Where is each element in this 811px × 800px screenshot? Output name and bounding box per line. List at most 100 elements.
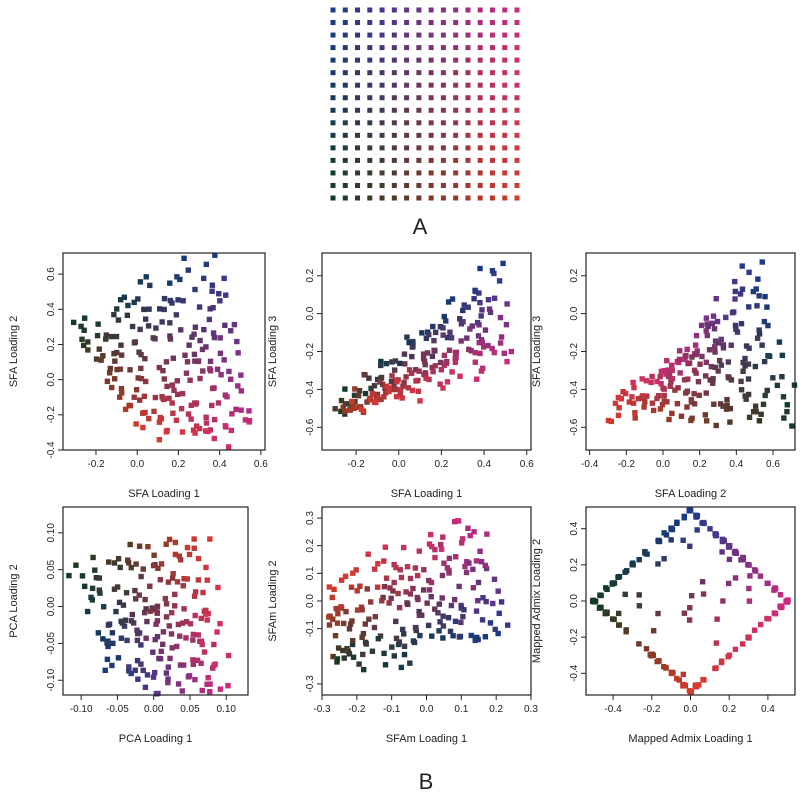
data-point xyxy=(179,429,186,435)
data-point xyxy=(680,683,686,689)
data-point xyxy=(661,663,667,670)
data-point xyxy=(195,358,202,364)
grid-square xyxy=(428,45,434,51)
data-point xyxy=(503,321,510,328)
data-point xyxy=(428,531,434,538)
data-point xyxy=(761,358,768,365)
data-point xyxy=(105,643,111,650)
data-point xyxy=(403,374,409,380)
data-point xyxy=(691,391,697,397)
data-point xyxy=(635,395,642,402)
data-point xyxy=(359,607,365,613)
data-point xyxy=(668,526,675,532)
data-point xyxy=(378,358,384,365)
data-point xyxy=(159,394,165,400)
data-point xyxy=(466,560,472,566)
data-point xyxy=(723,314,729,321)
data-point xyxy=(416,612,423,619)
data-point xyxy=(404,564,411,570)
data-point xyxy=(341,620,347,627)
data-point xyxy=(477,350,483,357)
data-point xyxy=(167,655,173,662)
data-point xyxy=(654,658,660,665)
data-point xyxy=(383,575,390,581)
data-point xyxy=(121,623,128,629)
data-point xyxy=(355,393,362,399)
data-point xyxy=(655,538,662,544)
data-point xyxy=(474,634,480,641)
data-point xyxy=(228,328,234,334)
x-tick-label: 0.05 xyxy=(180,704,200,715)
data-point xyxy=(715,340,721,346)
data-point xyxy=(780,394,787,400)
grid-square xyxy=(453,57,459,63)
grid-square xyxy=(404,82,410,88)
data-point xyxy=(166,395,172,401)
data-point xyxy=(432,554,438,561)
data-point xyxy=(207,681,213,687)
data-point xyxy=(420,587,427,593)
data-point xyxy=(112,358,118,364)
data-point xyxy=(483,598,489,605)
data-point xyxy=(429,364,435,371)
grid-square xyxy=(489,145,495,151)
data-point xyxy=(397,360,403,367)
data-point xyxy=(203,420,210,426)
grid-square xyxy=(330,45,336,51)
data-point xyxy=(756,418,763,424)
data-point xyxy=(489,268,496,274)
data-point xyxy=(147,583,153,589)
data-point xyxy=(151,408,157,415)
data-point xyxy=(174,391,181,398)
data-point xyxy=(504,301,510,307)
grid-square xyxy=(428,70,434,76)
data-point xyxy=(95,321,101,327)
data-point xyxy=(172,591,178,598)
data-point xyxy=(145,543,151,550)
data-point xyxy=(437,323,444,330)
grid-square xyxy=(404,132,410,138)
data-point xyxy=(154,634,161,640)
data-point xyxy=(457,316,463,322)
data-point xyxy=(460,307,466,314)
data-point xyxy=(197,337,203,344)
data-point xyxy=(389,373,395,379)
data-point xyxy=(709,320,715,326)
data-point xyxy=(399,395,405,401)
data-point xyxy=(152,636,158,643)
data-point xyxy=(688,399,695,405)
data-point xyxy=(750,408,757,415)
data-point xyxy=(160,367,166,374)
grid-square xyxy=(367,82,373,88)
data-point xyxy=(396,604,403,611)
scatter-plot-3: -0.4 -0.2 0.0 0.2 0.4 0.6 -0.6 -0.4 -0.2 0.0 0.2 SF… xyxy=(531,252,798,500)
data-point xyxy=(132,667,138,673)
data-point xyxy=(96,575,102,581)
data-point xyxy=(181,606,187,612)
data-point xyxy=(351,392,358,399)
data-point xyxy=(498,334,505,340)
data-point xyxy=(458,540,465,546)
data-point xyxy=(203,607,209,614)
data-point xyxy=(211,641,217,648)
data-point xyxy=(167,280,173,286)
y-axis-title: SFA Loading 3 xyxy=(267,316,279,388)
data-point xyxy=(732,322,739,329)
data-point xyxy=(192,400,198,406)
grid-square xyxy=(514,32,520,38)
data-point xyxy=(629,394,635,400)
data-point xyxy=(228,427,235,434)
data-point xyxy=(343,608,349,615)
data-point xyxy=(238,407,244,413)
grid-square xyxy=(379,120,385,126)
data-point xyxy=(481,344,487,350)
x-tick-label: 0.6 xyxy=(520,459,534,470)
grid-square xyxy=(502,32,508,38)
data-point xyxy=(372,566,378,572)
data-point xyxy=(746,304,752,310)
data-point xyxy=(217,686,224,692)
data-point xyxy=(132,587,138,594)
data-point xyxy=(192,612,198,619)
grid-square xyxy=(355,132,361,138)
data-point xyxy=(179,390,186,397)
